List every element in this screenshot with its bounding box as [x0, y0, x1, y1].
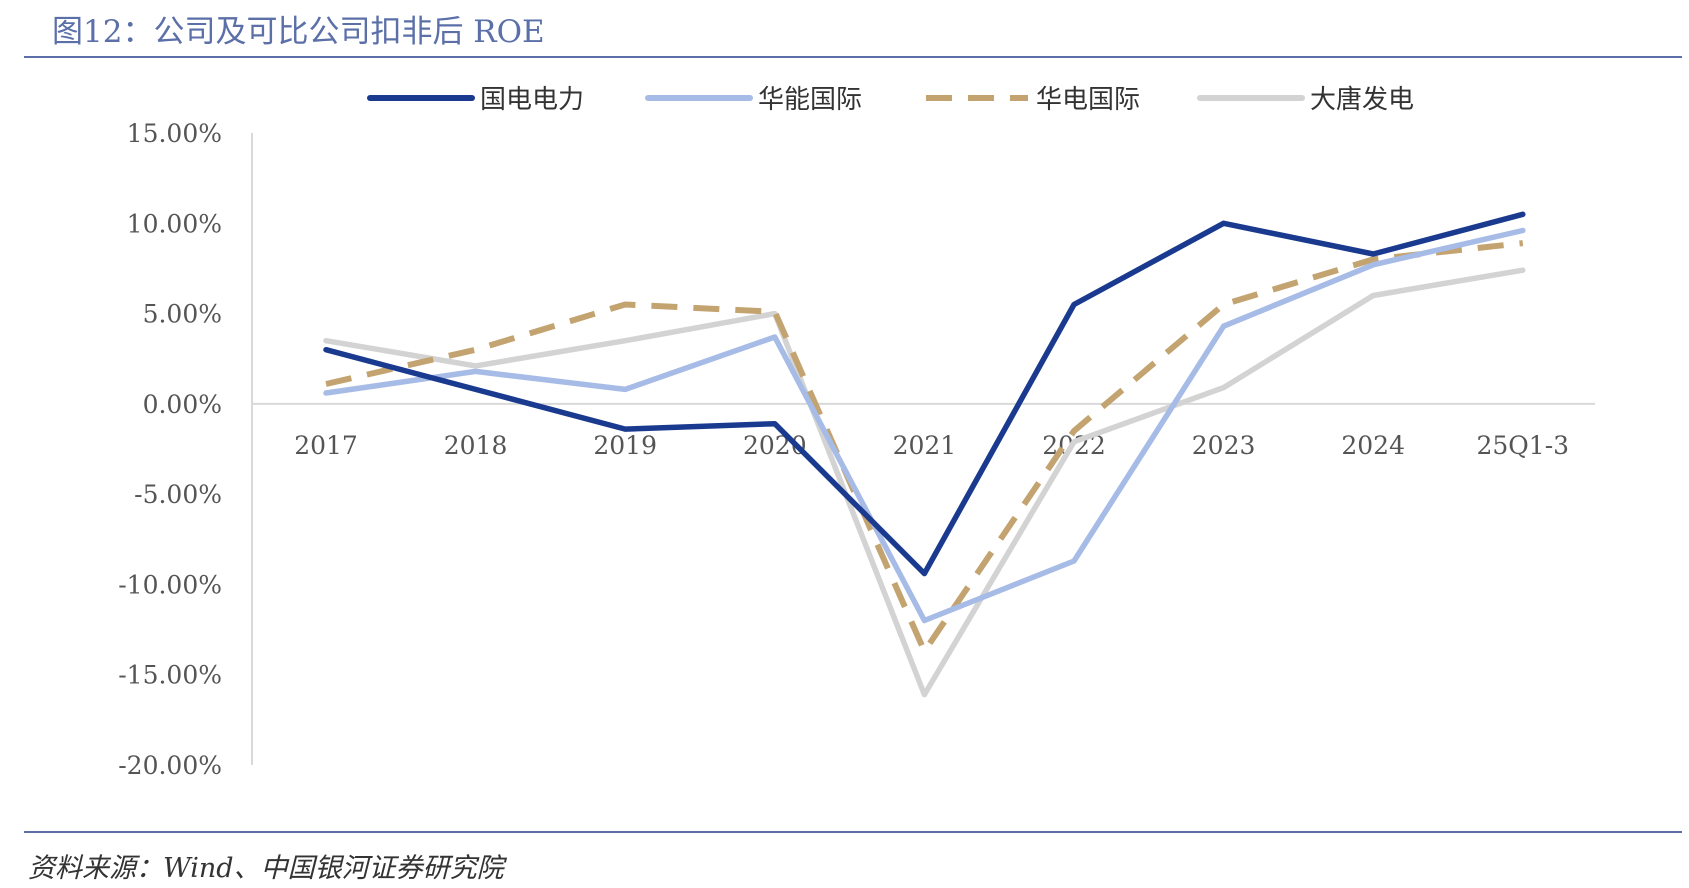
y-tick-label: -5.00%	[134, 480, 222, 509]
series-line-3	[325, 240, 1524, 655]
x-tick-label: 2018	[444, 431, 508, 460]
x-tick-label: 2021	[893, 431, 957, 460]
x-tick-label: 2017	[294, 431, 358, 460]
roe-line-chart: 国电电力 华能国际 华电国际 大唐发电 15.00% 10.00% 5.00% 0.00% -…	[118, 85, 1595, 780]
title-divider	[24, 56, 1682, 58]
x-tick-label: 2019	[593, 431, 657, 460]
chart-axes	[251, 133, 1595, 765]
x-axis-tick-labels: 2017 2018 2019 2020 2021 2022 2023 2024 25Q1-3	[294, 431, 1569, 460]
x-tick-label: 25Q1-3	[1477, 431, 1570, 460]
legend-label: 华能国际	[758, 85, 862, 115]
y-tick-label: 10.00%	[127, 209, 222, 238]
source-note: 资料来源：Wind、中国银河证券研究院	[28, 853, 504, 884]
legend-label: 大唐发电	[1310, 85, 1414, 115]
x-tick-label: 2024	[1341, 431, 1405, 460]
series-line-1	[323, 211, 1526, 577]
series-line-4	[323, 267, 1526, 698]
y-tick-label: 5.00%	[143, 300, 222, 329]
x-tick-label: 2023	[1192, 431, 1256, 460]
series-line-2	[323, 227, 1526, 624]
figure-title: 图12：公司及可比公司扣非后 ROE	[52, 14, 545, 50]
y-tick-label: -15.00%	[118, 661, 222, 690]
chart-series	[323, 211, 1526, 698]
footer-divider	[24, 831, 1682, 833]
y-tick-label: -10.00%	[118, 570, 222, 599]
y-tick-label: -20.00%	[118, 751, 222, 780]
y-tick-label: 0.00%	[143, 390, 222, 419]
legend-label: 国电电力	[480, 85, 584, 115]
y-axis-tick-labels: 15.00% 10.00% 5.00% 0.00% -5.00% -10.00% -15.0…	[118, 119, 222, 780]
legend-label: 华电国际	[1036, 85, 1140, 115]
chart-legend: 国电电力 华能国际 华电国际 大唐发电	[367, 85, 1414, 115]
y-tick-label: 15.00%	[127, 119, 222, 148]
